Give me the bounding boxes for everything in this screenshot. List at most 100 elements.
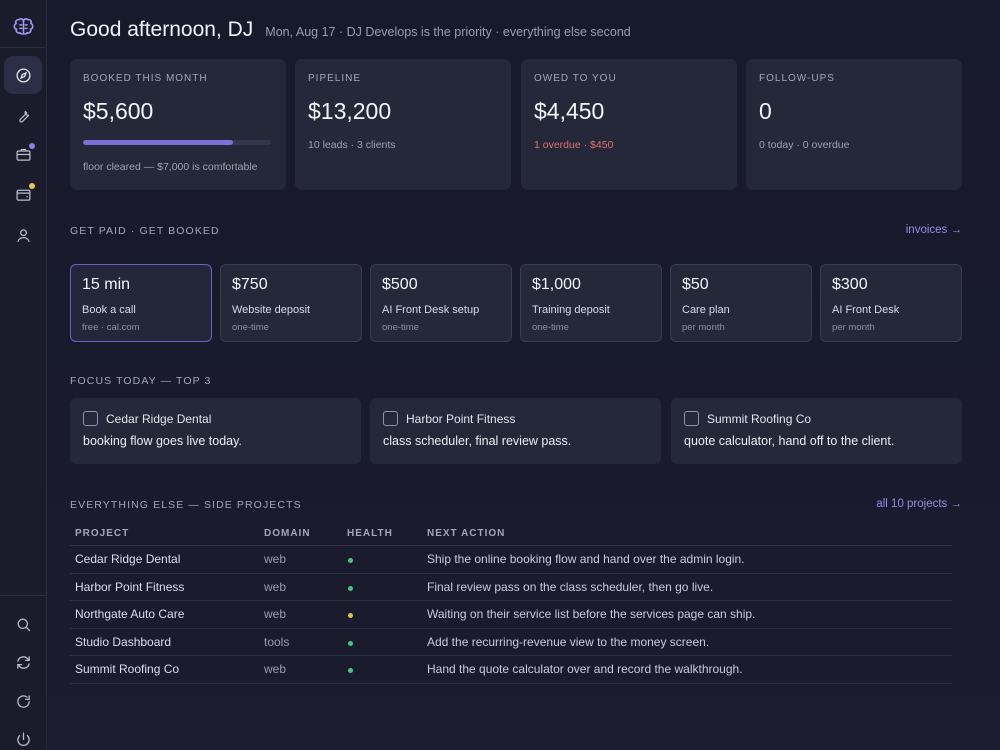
- offer-card[interactable]: $50 Care plan per month: [670, 264, 812, 342]
- project-domain: tools: [259, 628, 342, 656]
- stat-sub: 10 leads · 3 clients: [308, 139, 396, 151]
- focus-client: Cedar Ridge Dental: [106, 411, 212, 426]
- compass-icon[interactable]: [4, 56, 42, 94]
- column-header: PROJECT: [70, 521, 259, 546]
- stat-card-pipeline[interactable]: PIPELINE $13,200 10 leads · 3 clients: [295, 59, 511, 190]
- offer-price: $1,000: [532, 276, 581, 293]
- projects-table: PROJECT DOMAIN HEALTH NEXT ACTION Cedar …: [70, 521, 952, 684]
- project-name: Northgate Auto Care: [70, 600, 259, 629]
- all-projects-link[interactable]: all 10 projects →: [876, 498, 962, 510]
- focus-card: Harbor Point Fitness class scheduler, fi…: [370, 398, 661, 464]
- offer-card[interactable]: $1,000 Training deposit one-time: [520, 264, 662, 342]
- offer-price: $500: [382, 276, 418, 293]
- table-row[interactable]: Cedar Ridge Dental web Ship the online b…: [70, 545, 952, 574]
- stat-label: PIPELINE: [308, 73, 362, 84]
- health-dot: [348, 558, 353, 564]
- stat-card-owed[interactable]: OWED TO YOU $4,450 1 overdue · $450: [521, 59, 737, 190]
- briefcase-badge: [29, 143, 35, 149]
- offer-note: one-time: [232, 322, 269, 333]
- project-domain: web: [259, 545, 342, 574]
- column-header: DOMAIN: [259, 521, 342, 546]
- progress-bar: [83, 140, 271, 145]
- stat-value: $5,600: [83, 98, 154, 124]
- offer-price: 15 min: [82, 276, 131, 293]
- column-header: NEXT ACTION: [422, 521, 952, 546]
- offer-card[interactable]: $750 Website deposit one-time: [220, 264, 362, 342]
- column-header: HEALTH: [342, 521, 422, 546]
- project-name: Harbor Point Fitness: [70, 573, 259, 601]
- focus-checkbox[interactable]: [684, 411, 699, 426]
- offer-note: one-time: [532, 322, 569, 333]
- offer-name: AI Front Desk setup: [382, 304, 480, 316]
- offer-name: Training deposit: [532, 304, 610, 316]
- project-domain: web: [259, 573, 342, 601]
- offer-name: AI Front Desk: [832, 304, 900, 316]
- power-icon[interactable]: [4, 720, 42, 750]
- project-name: Cedar Ridge Dental: [70, 545, 259, 574]
- user-icon[interactable]: [4, 216, 42, 254]
- next-action: Ship the online booking flow and hand ov…: [422, 545, 952, 574]
- refresh-icon[interactable]: [4, 682, 42, 720]
- focus-card: Summit Roofing Co quote calculator, hand…: [671, 398, 962, 464]
- offer-note: per month: [682, 322, 725, 333]
- focus-task: booking flow goes live today.: [83, 434, 242, 448]
- stat-label: OWED TO YOU: [534, 73, 617, 84]
- offer-card[interactable]: $500 AI Front Desk setup one-time: [370, 264, 512, 342]
- next-action: Hand the quote calculator over and recor…: [422, 655, 952, 684]
- stat-card-followups[interactable]: FOLLOW-UPS 0 0 today · 0 overdue: [746, 59, 962, 190]
- offer-price: $300: [832, 276, 868, 293]
- offer-name: Website deposit: [232, 304, 311, 316]
- wallet-icon[interactable]: [4, 175, 42, 213]
- offer-card[interactable]: $300 AI Front Desk per month: [820, 264, 962, 342]
- wallet-badge: [29, 183, 35, 189]
- health-cell: [342, 655, 422, 684]
- brain-logo-icon[interactable]: [4, 8, 42, 46]
- section-title-offers: GET PAID · GET BOOKED: [70, 225, 220, 237]
- main-content: Good afternoon, DJ Mon, Aug 17 · DJ Deve…: [47, 0, 1000, 750]
- focus-checkbox[interactable]: [83, 411, 98, 426]
- sync-icon[interactable]: [4, 643, 42, 681]
- table-row[interactable]: Studio Dashboard tools Add the recurring…: [70, 628, 952, 656]
- table-row[interactable]: Summit Roofing Co web Hand the quote cal…: [70, 655, 952, 684]
- sidebar-divider: [0, 47, 47, 48]
- page-header: Good afternoon, DJ Mon, Aug 17 · DJ Deve…: [70, 18, 631, 42]
- focus-task: class scheduler, final review pass.: [383, 434, 572, 448]
- table-row[interactable]: Northgate Auto Care web Waiting on their…: [70, 600, 952, 629]
- offer-note: one-time: [382, 322, 419, 333]
- offer-card[interactable]: 15 min Book a call free · cal.com: [70, 264, 212, 342]
- next-action: Waiting on their service list before the…: [422, 600, 952, 629]
- focus-card: Cedar Ridge Dental booking flow goes liv…: [70, 398, 361, 464]
- stat-label: FOLLOW-UPS: [759, 73, 835, 84]
- page-title: Good afternoon, DJ: [70, 18, 254, 41]
- briefcase-icon[interactable]: [4, 135, 42, 173]
- search-icon[interactable]: [4, 605, 42, 643]
- stat-card-booked[interactable]: BOOKED THIS MONTH $5,600 floor cleared —…: [70, 59, 286, 190]
- stat-sub: floor cleared — $7,000 is comfortable: [83, 161, 258, 173]
- offer-name: Care plan: [682, 304, 730, 316]
- stat-value: 0: [759, 98, 772, 124]
- project-name: Studio Dashboard: [70, 628, 259, 656]
- stat-sub: 0 today · 0 overdue: [759, 139, 850, 151]
- stat-sub: 1 overdue · $450: [534, 139, 614, 151]
- project-name: Summit Roofing Co: [70, 655, 259, 684]
- table-row[interactable]: Harbor Point Fitness web Final review pa…: [70, 573, 952, 601]
- offer-note: free · cal.com: [82, 322, 140, 333]
- wrench-icon[interactable]: [4, 96, 42, 134]
- health-cell: [342, 628, 422, 656]
- focus-task: quote calculator, hand off to the client…: [684, 434, 895, 448]
- invoices-link[interactable]: invoices →: [905, 224, 962, 236]
- health-dot: [348, 613, 353, 619]
- stat-value: $13,200: [308, 98, 392, 124]
- offer-price: $750: [232, 276, 268, 293]
- focus-client: Harbor Point Fitness: [406, 411, 516, 426]
- next-action: Final review pass on the class scheduler…: [422, 573, 952, 601]
- focus-client: Summit Roofing Co: [707, 411, 812, 426]
- sidebar-divider: [0, 595, 47, 596]
- page-subtitle: Mon, Aug 17 · DJ Develops is the priorit…: [265, 25, 631, 39]
- stat-value: $4,450: [534, 98, 605, 124]
- focus-checkbox[interactable]: [383, 411, 398, 426]
- health-dot: [348, 585, 353, 591]
- project-domain: web: [259, 655, 342, 684]
- next-action: Add the recurring-revenue view to the mo…: [422, 628, 952, 656]
- health-cell: [342, 545, 422, 574]
